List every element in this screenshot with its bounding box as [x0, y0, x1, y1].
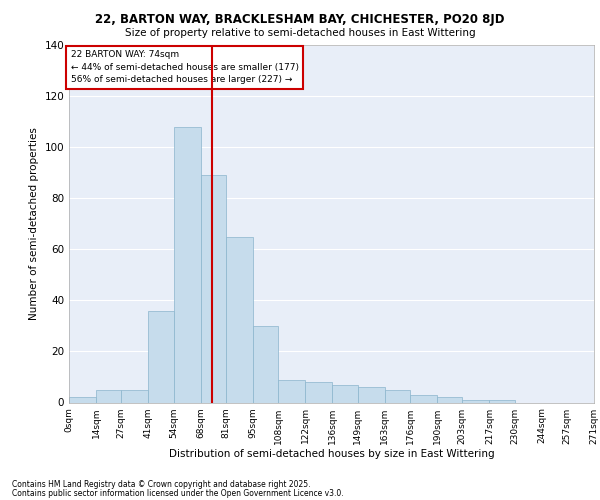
Bar — [462, 400, 490, 402]
Bar — [410, 395, 437, 402]
Bar — [490, 400, 515, 402]
Text: 22, BARTON WAY, BRACKLESHAM BAY, CHICHESTER, PO20 8JD: 22, BARTON WAY, BRACKLESHAM BAY, CHICHES… — [95, 12, 505, 26]
Text: 22 BARTON WAY: 74sqm
← 44% of semi-detached houses are smaller (177)
56% of semi: 22 BARTON WAY: 74sqm ← 44% of semi-detac… — [71, 50, 299, 84]
X-axis label: Distribution of semi-detached houses by size in East Wittering: Distribution of semi-detached houses by … — [169, 450, 494, 460]
Bar — [332, 384, 358, 402]
Text: Size of property relative to semi-detached houses in East Wittering: Size of property relative to semi-detach… — [125, 28, 475, 38]
Bar — [253, 326, 278, 402]
Bar — [148, 310, 173, 402]
Bar — [121, 390, 148, 402]
Bar — [385, 390, 410, 402]
Bar — [69, 398, 96, 402]
Bar — [173, 126, 201, 402]
Bar — [226, 236, 253, 402]
Text: Contains public sector information licensed under the Open Government Licence v3: Contains public sector information licen… — [12, 488, 344, 498]
Bar — [305, 382, 332, 402]
Text: Contains HM Land Registry data © Crown copyright and database right 2025.: Contains HM Land Registry data © Crown c… — [12, 480, 311, 489]
Bar — [278, 380, 305, 402]
Bar — [201, 175, 226, 402]
Bar — [96, 390, 121, 402]
Bar — [437, 398, 462, 402]
Bar — [358, 387, 385, 402]
Y-axis label: Number of semi-detached properties: Number of semi-detached properties — [29, 128, 39, 320]
